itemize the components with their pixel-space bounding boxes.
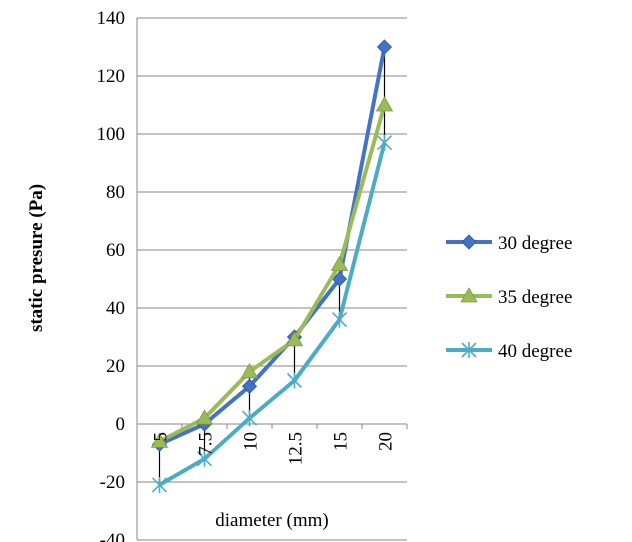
y-tick-label: 100	[97, 124, 126, 145]
legend-entry: 40 degree	[446, 341, 572, 362]
triangle-marker	[195, 409, 214, 425]
y-tick-label: -20	[100, 472, 125, 493]
triangle-marker	[240, 362, 259, 379]
diamond-marker	[331, 271, 348, 287]
x-tick-label: 20	[376, 432, 397, 451]
y-tick-label: 80	[106, 182, 125, 203]
series-line	[158, 104, 387, 444]
asterisk-marker	[241, 410, 258, 427]
y-tick-label: 0	[116, 414, 126, 435]
y-tick-label: 40	[106, 298, 125, 319]
asterisk-marker	[376, 134, 393, 151]
x-tick-label: 12.5	[286, 432, 307, 465]
x-tick-label: 10	[241, 432, 262, 451]
y-tick-label: -40	[100, 530, 125, 542]
series-line	[158, 142, 387, 487]
asterisk-marker	[331, 311, 348, 328]
triangle-marker	[375, 96, 394, 112]
asterisk-marker	[286, 372, 303, 389]
triangle-marker-legend	[460, 287, 478, 303]
legend-entry: 35 degree	[446, 287, 572, 308]
legend-label: 30 degree	[498, 233, 572, 254]
diamond-marker	[376, 39, 393, 55]
y-axis-title: static presure (Pa)	[26, 184, 47, 332]
legend: 30 degree 35 degree 40 degree	[446, 233, 572, 362]
x-tick-label: 5	[151, 432, 172, 442]
y-tick-labels: -40 -20 0 20 40 60 80 100 120 140	[97, 8, 126, 542]
diamond-marker	[241, 378, 258, 394]
triangle-marker	[285, 331, 304, 347]
y-tick-label: 20	[106, 356, 125, 377]
x-tick-label: 15	[331, 432, 352, 451]
series-3	[151, 134, 393, 493]
data-series	[150, 39, 394, 493]
y-tick-label: 60	[106, 240, 125, 261]
x-tick-labels: 5 7.5 10 12.5 15 20	[151, 432, 397, 465]
legend-label: 40 degree	[498, 341, 572, 362]
y-tick-label: 140	[97, 8, 126, 29]
x-tick-label: 7.5	[196, 432, 217, 456]
x-axis-title: diameter (mm)	[215, 510, 328, 531]
asterisk-marker	[151, 476, 168, 493]
triangle-marker	[150, 432, 169, 448]
legend-entry: 30 degree	[446, 233, 572, 254]
asterisk-marker-legend	[461, 342, 477, 358]
series-2	[150, 96, 394, 448]
asterisk-marker	[196, 450, 213, 467]
diamond-marker-legend	[461, 234, 477, 250]
axes	[136, 18, 408, 540]
legend-label: 35 degree	[498, 287, 572, 308]
y-tick-label: 120	[97, 66, 126, 87]
triangle-marker	[330, 255, 349, 271]
